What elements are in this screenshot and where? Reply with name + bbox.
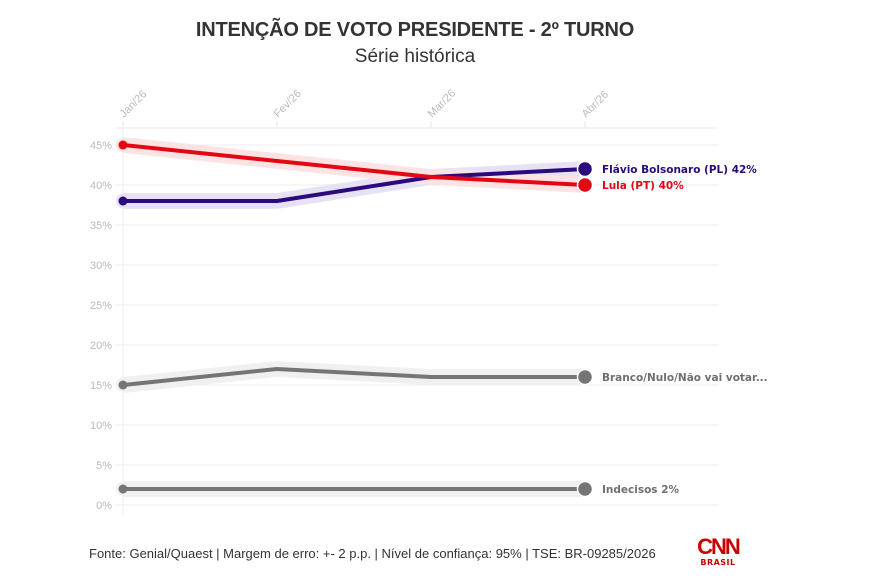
- series-label: Indecisos 2%: [602, 484, 680, 496]
- data-point-start: [118, 140, 128, 150]
- series-labels: Flávio Bolsonaro (PL) 42% Lula (PT) 40% Br…: [602, 164, 768, 496]
- series-line: [123, 167, 586, 203]
- data-point-end: [576, 160, 594, 178]
- series-label: Branco/Nulo/Não vai votar...: [602, 372, 768, 384]
- x-axis: Jan/26 Fev/26 Mar/26 Abr/26: [118, 87, 611, 120]
- y-tick-label: 25%: [90, 300, 112, 312]
- logo-sub: BRASIL: [700, 558, 736, 567]
- data-point-start: [118, 196, 128, 206]
- y-tick-label: 5%: [96, 460, 112, 472]
- x-tick-label: Mar/26: [426, 87, 459, 120]
- data-point-start: [118, 380, 128, 390]
- series-lines: [122, 143, 586, 491]
- series-label: Lula (PT) 40%: [602, 180, 684, 192]
- y-tick-label: 15%: [90, 380, 112, 392]
- gridlines: [115, 121, 718, 515]
- y-tick-label: 40%: [90, 180, 112, 192]
- y-tick-label: 45%: [90, 140, 112, 152]
- data-point-end: [576, 176, 594, 194]
- y-tick-label: 0%: [96, 500, 112, 512]
- source-footnote: Fonte: Genial/Quaest | Margem de erro: +…: [89, 546, 656, 561]
- series-points: [118, 140, 594, 498]
- y-tick-label: 30%: [90, 260, 112, 272]
- x-tick-label: Jan/26: [118, 88, 150, 120]
- data-point-end: [576, 368, 594, 386]
- y-axis: 0% 5% 10% 15% 20% 25% 30% 35% 40% 45%: [90, 140, 112, 512]
- series-line: [122, 367, 585, 387]
- series-label: Flávio Bolsonaro (PL) 42%: [602, 164, 757, 176]
- y-tick-label: 35%: [90, 220, 112, 232]
- chart-subtitle: Série histórica: [354, 46, 476, 67]
- x-tick-label: Fev/26: [272, 88, 304, 120]
- cnn-brasil-logo: CNN BRASIL: [693, 536, 743, 568]
- y-tick-label: 20%: [90, 340, 112, 352]
- data-point-start: [118, 484, 128, 494]
- y-tick-label: 10%: [90, 420, 112, 432]
- series-line: [122, 143, 586, 187]
- x-tick-label: Abr/26: [580, 89, 611, 120]
- chart-title: INTENÇÃO DE VOTO PRESIDENTE - 2º TURNO: [195, 19, 635, 41]
- data-point-end: [576, 480, 594, 498]
- logo-brand: CNN: [697, 534, 741, 559]
